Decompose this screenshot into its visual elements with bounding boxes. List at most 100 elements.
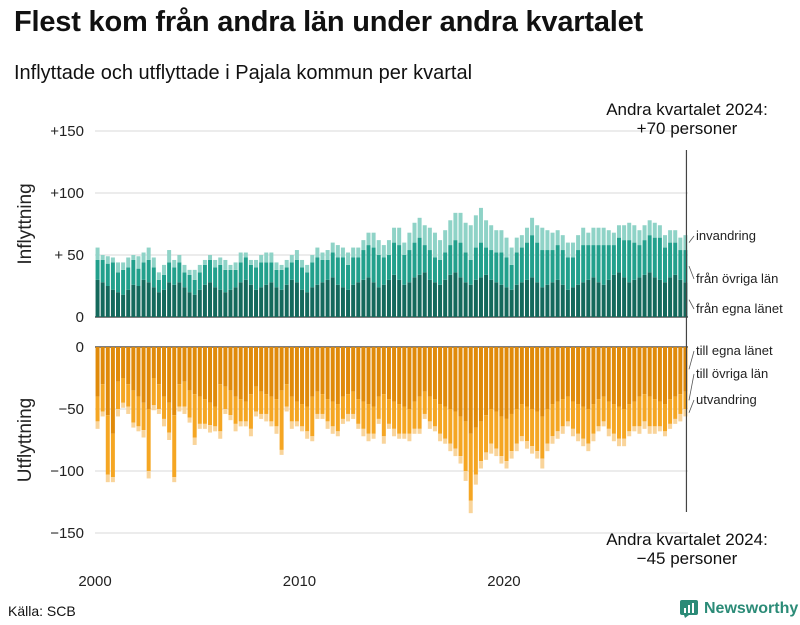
bar-out-0-8 [136,347,141,397]
bar-out-2-70 [453,448,458,457]
bar-out-1-2 [105,415,110,475]
y-tick-label-0-1: +100 [50,185,84,202]
bar-in-2-52 [361,240,366,251]
bar-in-0-110 [657,279,662,317]
bar-in-2-35 [274,262,279,270]
bar-out-1-69 [448,409,453,444]
bar-out-0-38 [289,347,294,397]
bar-out-2-0 [95,421,100,429]
bar-out-0-78 [494,347,499,412]
bar-in-1-115 [683,250,688,283]
bar-out-2-93 [570,428,575,437]
bar-in-0-15 [172,284,177,317]
bar-in-2-98 [596,227,601,246]
bar-in-0-72 [463,282,468,317]
bar-in-2-97 [591,227,596,246]
bar-in-1-3 [110,262,115,290]
bar-out-0-37 [284,347,289,385]
bar-out-0-26 [228,347,233,391]
bar-in-2-36 [279,264,284,270]
bar-in-1-36 [279,269,284,290]
bar-in-1-96 [586,245,591,280]
bar-in-0-36 [279,289,284,317]
bar-in-0-66 [432,282,437,317]
bar-out-0-112 [668,347,673,400]
bar-out-0-42 [310,347,315,397]
bar-in-1-68 [443,252,448,280]
series-leader-1-1 [688,373,695,401]
bar-in-1-10 [146,259,151,283]
bar-out-1-52 [361,401,366,429]
bar-in-0-75 [478,277,483,317]
bar-in-1-104 [627,240,632,283]
bar-in-0-9 [141,279,146,317]
bar-out-1-77 [489,409,494,444]
bar-out-2-39 [294,421,299,427]
bar-in-2-43 [315,247,320,258]
y-tick-label-0-2: + 50 [54,247,84,264]
bar-out-2-80 [504,461,509,469]
bar-out-1-70 [453,411,458,449]
bar-in-2-33 [264,252,269,263]
bar-out-1-94 [576,404,581,434]
bar-in-0-49 [346,289,351,317]
bar-out-1-101 [611,404,616,434]
bar-in-2-44 [320,252,325,260]
bar-out-2-6 [126,406,131,414]
bar-in-1-44 [320,259,325,283]
bar-in-0-52 [361,279,366,317]
bar-in-2-58 [392,227,397,243]
bar-in-1-70 [453,240,458,273]
bar-out-1-28 [238,399,243,422]
bar-out-2-74 [473,474,478,485]
bar-in-0-108 [647,272,652,317]
bar-out-1-67 [438,404,443,434]
bar-in-0-10 [146,282,151,317]
bar-in-2-53 [366,232,371,246]
bar-in-1-106 [637,245,642,278]
bar-out-2-87 [540,458,545,469]
bar-in-2-79 [499,230,504,253]
bar-in-0-94 [576,284,581,317]
bar-in-0-112 [668,277,673,317]
bar-out-1-24 [218,384,223,432]
bar-out-1-105 [632,401,637,427]
bar-out-2-75 [478,461,483,469]
bar-in-0-81 [509,289,514,317]
y-tick-label-1-2: −100 [50,463,84,480]
bar-out-1-90 [555,401,560,432]
bar-in-0-92 [565,289,570,317]
bar-in-1-92 [565,257,570,290]
bar-out-0-58 [392,347,397,402]
bar-in-0-43 [315,284,320,317]
bar-in-1-114 [678,250,683,280]
bar-in-2-48 [340,247,345,258]
bar-in-1-77 [489,250,494,280]
bar-out-0-21 [202,347,207,400]
bar-out-1-86 [535,411,540,452]
bar-in-1-37 [284,267,289,285]
bar-in-0-74 [473,279,478,317]
bar-in-2-89 [550,232,555,251]
bar-in-0-46 [330,277,335,317]
bar-out-0-13 [162,347,167,397]
bar-in-1-0 [95,259,100,280]
bar-out-1-57 [386,399,391,424]
bar-out-2-47 [335,431,340,437]
bar-in-0-4 [116,292,120,317]
bar-in-0-103 [622,277,627,317]
bar-out-2-97 [591,433,596,442]
bar-out-0-52 [361,347,366,402]
bar-in-2-11 [151,257,156,268]
bar-in-0-61 [407,282,412,317]
bar-in-2-54 [371,232,376,248]
bar-out-0-72 [463,347,468,422]
bar-out-0-103 [622,347,627,409]
bar-in-1-19 [192,279,197,295]
bar-in-1-53 [366,245,371,278]
bar-in-1-33 [264,262,269,285]
bar-in-2-111 [663,235,667,248]
bar-in-1-107 [642,240,647,275]
bar-in-0-50 [351,284,356,317]
